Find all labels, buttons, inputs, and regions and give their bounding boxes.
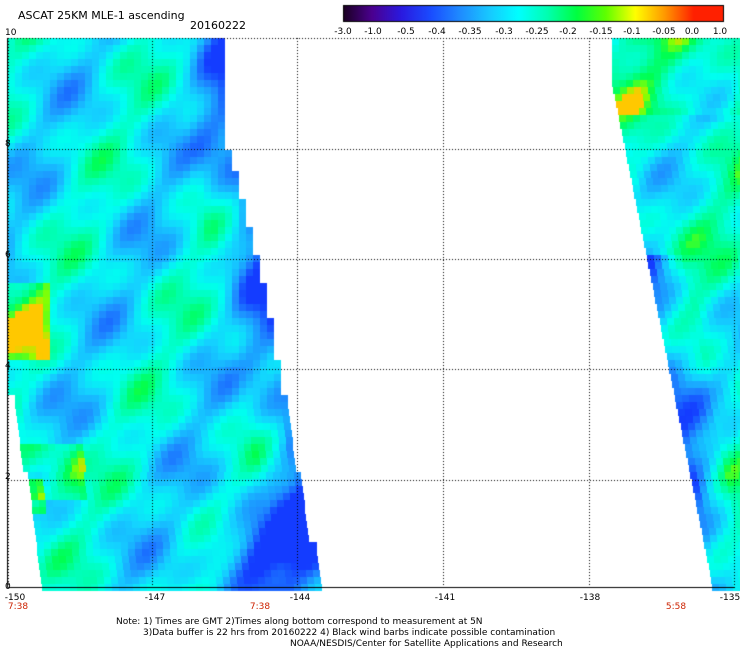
colorbar-label: 1.0 — [712, 27, 728, 37]
lat-label: 4 — [5, 361, 11, 371]
lon-label: -150 — [4, 593, 26, 603]
pass-time: 5:58 — [665, 602, 687, 612]
note-line: Note: 1) Times are GMT 2)Times along bot… — [116, 617, 483, 627]
colorbar-label: 0.0 — [684, 27, 700, 37]
product-date: 20160222 — [190, 19, 246, 32]
lon-label: -135 — [719, 593, 740, 603]
colorbar-label: -0.4 — [428, 27, 446, 37]
lat-label: 6 — [5, 250, 11, 260]
colorbar-label: -0.3 — [495, 27, 513, 37]
colorbar-label: -0.15 — [589, 27, 613, 37]
lon-label: -138 — [579, 593, 601, 603]
lon-label: -144 — [289, 593, 311, 603]
note-line: NOAA/NESDIS/Center for Satellite Applica… — [290, 639, 563, 649]
lat-label: 2 — [5, 472, 11, 482]
pass-time: 7:38 — [249, 602, 271, 612]
colorbar-label: -0.1 — [623, 27, 641, 37]
colorbar-label: -0.5 — [397, 27, 415, 37]
colorbar-label: -1.0 — [364, 27, 382, 37]
note-line: 3)Data buffer is 22 hrs from 20160222 4)… — [143, 628, 556, 638]
product-title: ASCAT 25KM MLE-1 ascending — [18, 9, 185, 22]
lon-label: -147 — [144, 593, 166, 603]
colorbar-label: -3.0 — [334, 27, 352, 37]
lat-label: 0 — [5, 582, 11, 592]
lon-label: -141 — [434, 593, 456, 603]
lat-label: 10 — [5, 28, 17, 38]
pass-time: 7:38 — [7, 602, 29, 612]
colorbar-label: -0.05 — [652, 27, 676, 37]
colorbar-label: -0.2 — [559, 27, 577, 37]
lat-label: 8 — [5, 139, 11, 149]
colorbar-label: -0.35 — [458, 27, 482, 37]
colorbar-label: -0.25 — [525, 27, 549, 37]
